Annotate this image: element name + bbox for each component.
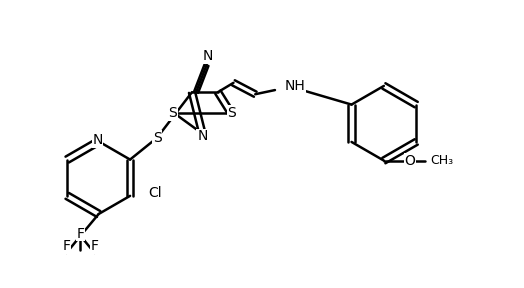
Text: S: S <box>168 106 177 120</box>
Text: F: F <box>91 239 99 253</box>
Text: N: N <box>92 133 103 147</box>
Text: S: S <box>227 106 236 120</box>
Text: N: N <box>197 129 208 143</box>
Text: F: F <box>62 239 71 253</box>
Text: Cl: Cl <box>148 186 162 200</box>
Text: NH: NH <box>285 79 305 93</box>
Text: F: F <box>77 227 84 241</box>
Text: O: O <box>405 154 416 168</box>
Text: CH₃: CH₃ <box>431 154 454 167</box>
Text: S: S <box>152 131 161 145</box>
Text: N: N <box>202 49 213 63</box>
